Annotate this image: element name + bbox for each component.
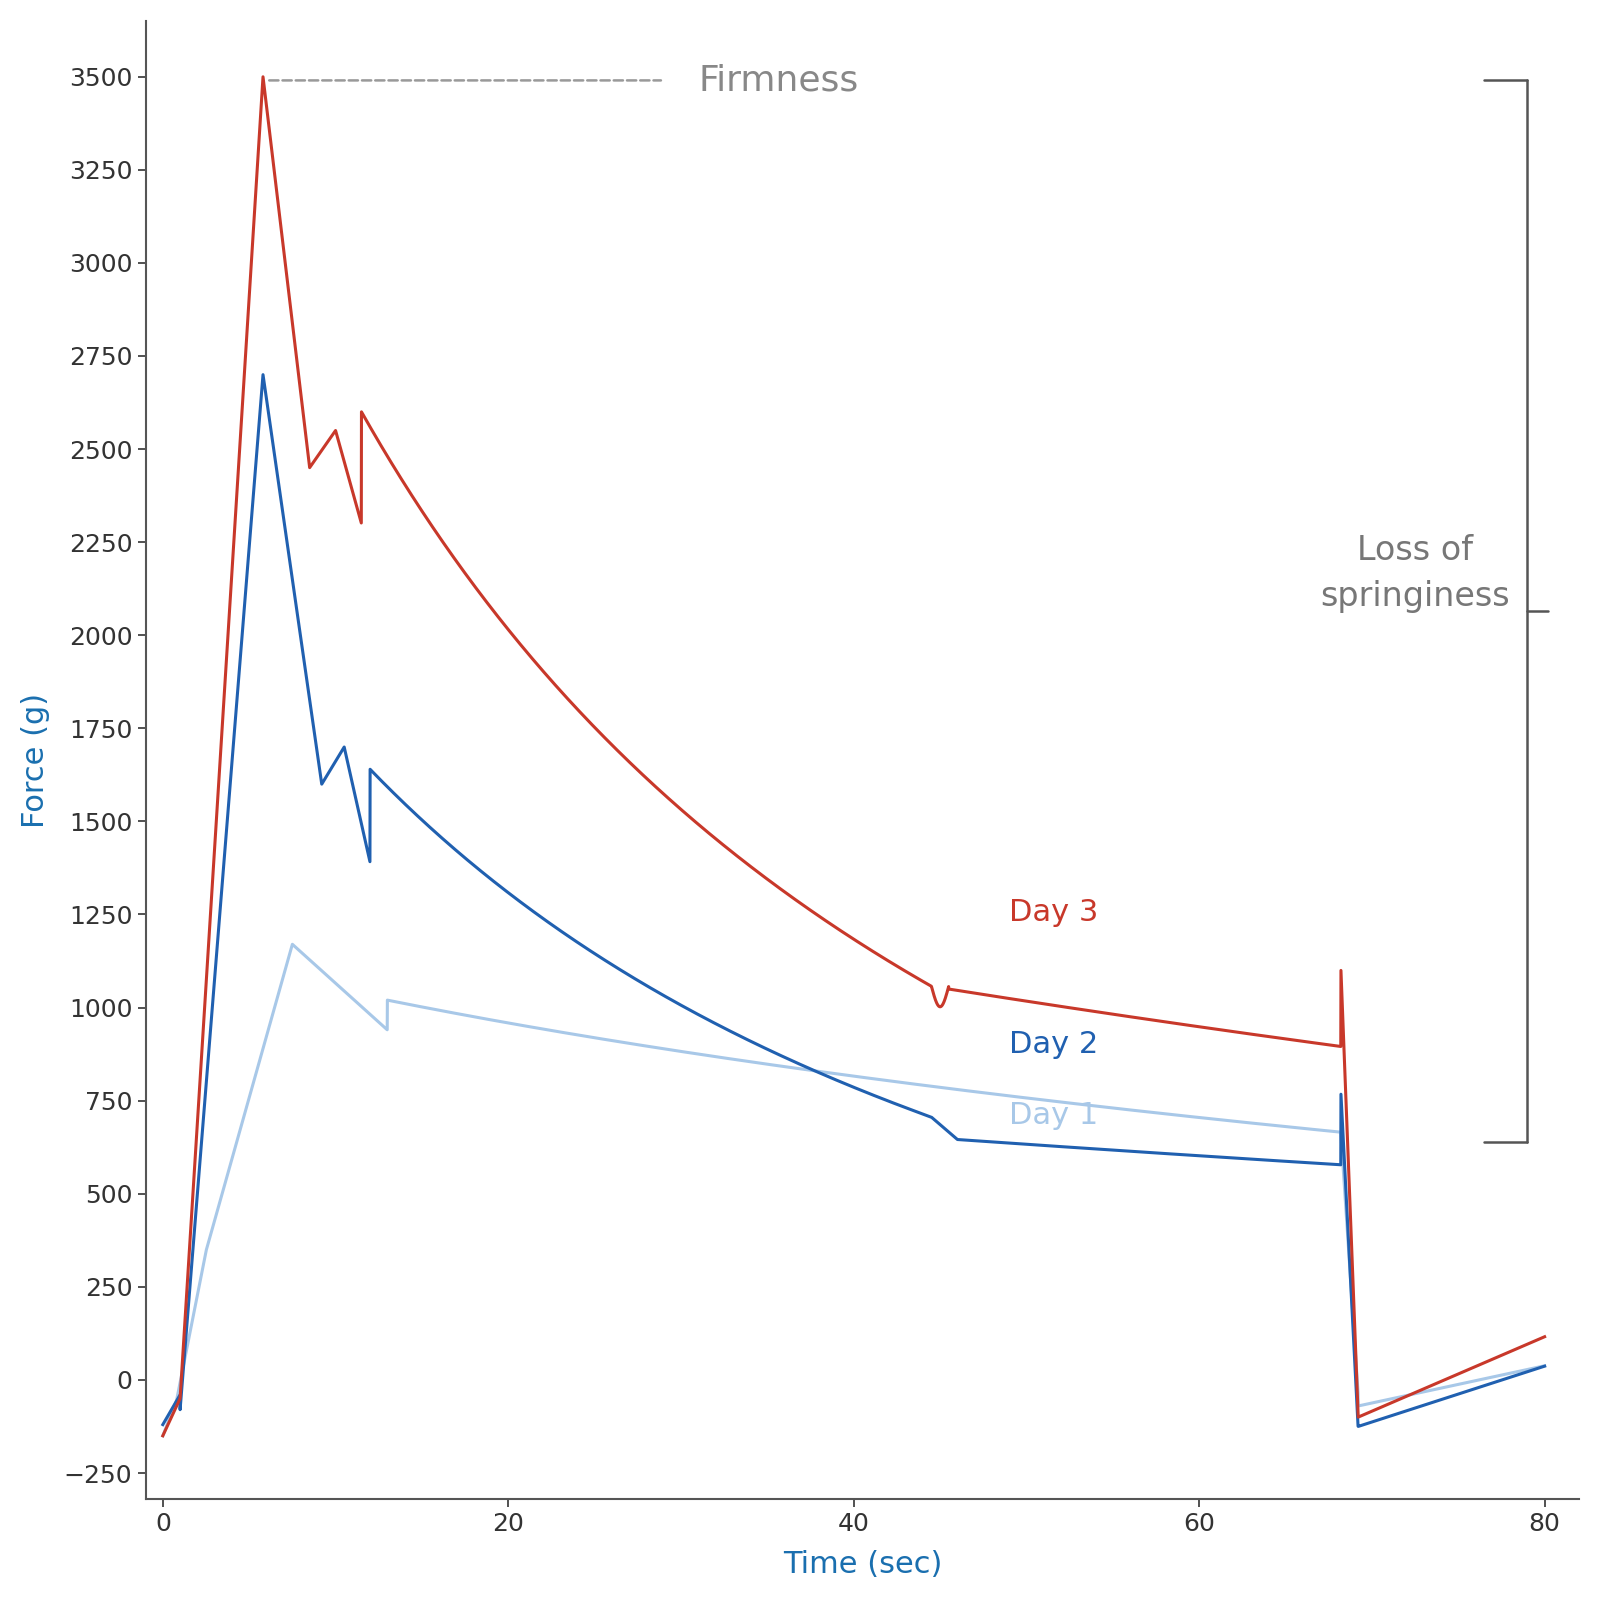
Text: Firmness: Firmness	[698, 64, 859, 98]
Text: Day 1: Day 1	[1010, 1101, 1099, 1130]
Text: Loss of
springiness: Loss of springiness	[1320, 534, 1510, 613]
X-axis label: Time (sec): Time (sec)	[782, 1550, 942, 1579]
Y-axis label: Force (g): Force (g)	[21, 693, 50, 827]
Text: Day 3: Day 3	[1010, 898, 1099, 926]
Text: Day 2: Day 2	[1010, 1030, 1099, 1059]
